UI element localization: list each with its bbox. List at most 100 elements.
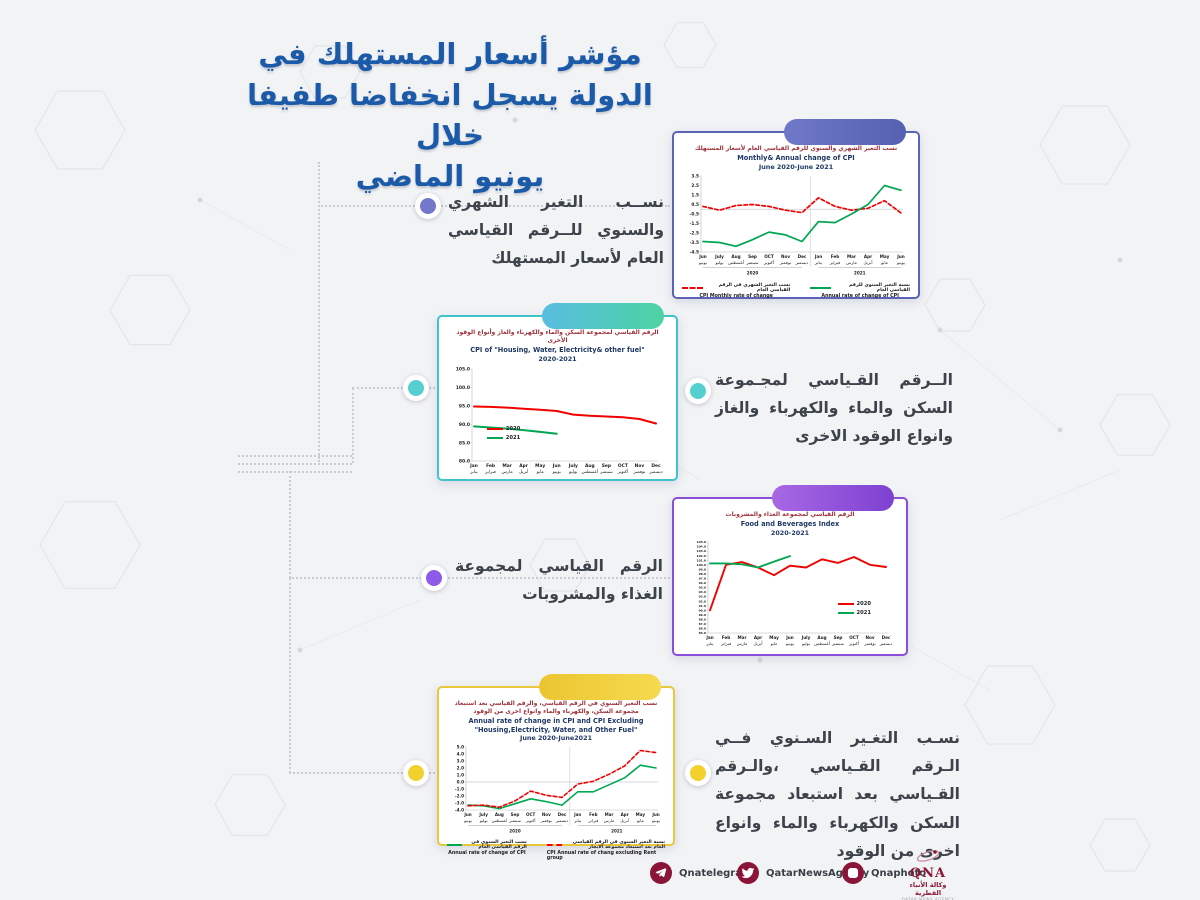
- connector-line: [318, 162, 320, 462]
- instagram-icon: [842, 862, 864, 884]
- svg-text:Jun: Jun: [651, 812, 659, 817]
- svg-text:أكتوبر: أكتوبر: [763, 259, 774, 265]
- svg-text:July: July: [714, 254, 724, 259]
- svg-text:2020: 2020: [509, 829, 521, 834]
- svg-text:-2.5: -2.5: [690, 230, 699, 236]
- svg-text:Aug: Aug: [584, 463, 594, 469]
- svg-text:ديسمبر: ديسمبر: [648, 470, 662, 475]
- svg-text:Jun: Jun: [463, 812, 471, 817]
- svg-text:أبريل: أبريل: [518, 468, 527, 475]
- chart-card-food-beverages: الرقم القياسي لمجموعة الغذاء والمشروبات …: [672, 485, 908, 656]
- svg-text:Nov: Nov: [781, 254, 790, 259]
- qna-abbr: QNA: [909, 866, 947, 881]
- section-text-monthly-annual: نســب التغير الشهري والسنوي للــرقم القي…: [448, 193, 664, 268]
- svg-text:-4.5: -4.5: [690, 249, 699, 255]
- svg-text:98.0: 98.0: [699, 572, 706, 576]
- svg-text:مايو: مايو: [636, 818, 644, 823]
- section-bullet-2-right: [685, 378, 711, 404]
- svg-text:نوفمبر: نوفمبر: [632, 470, 645, 475]
- svg-text:Dec: Dec: [882, 635, 891, 640]
- svg-text:Dec: Dec: [558, 812, 567, 817]
- svg-text:Jan: Jan: [814, 254, 822, 259]
- chart-legend: نسب التغير الشهري في الرقم القياسي العام…: [682, 283, 910, 299]
- svg-text:Mar: Mar: [847, 254, 857, 259]
- svg-text:أبريل: أبريل: [864, 259, 873, 265]
- svg-text:سبتمبر: سبتمبر: [745, 260, 759, 265]
- svg-text:2.0: 2.0: [457, 766, 465, 771]
- card-header-tab: [772, 485, 894, 511]
- svg-text:3.0: 3.0: [457, 759, 465, 764]
- food-beverages-line-chart: 105.0104.0103.0102.0101.0100.099.098.097…: [697, 540, 893, 646]
- svg-text:July: July: [567, 463, 577, 469]
- svg-text:أغسطس: أغسطس: [581, 468, 598, 475]
- card-header-tab: [539, 674, 661, 700]
- svg-text:أكتوبر: أكتوبر: [525, 818, 536, 823]
- svg-text:مارس: مارس: [604, 818, 614, 823]
- instagram-handle: Qnaphoto: [871, 867, 927, 879]
- svg-text:Sep: Sep: [748, 254, 757, 259]
- svg-text:Aug: Aug: [731, 254, 740, 259]
- svg-text:Jan: Jan: [469, 463, 478, 469]
- svg-text:أبريل: أبريل: [620, 818, 629, 823]
- svg-text:-4.0: -4.0: [455, 808, 464, 813]
- chart-card-housing-cpi: الرقم القياسي لمجموعة السكن والماء والكه…: [437, 303, 678, 481]
- chart-subtitle: June 2020-June2021: [519, 734, 593, 743]
- svg-text:May: May: [636, 812, 646, 817]
- section-bullet-2-left: [403, 375, 429, 401]
- social-telegram: Qnatelegram: [650, 862, 752, 884]
- svg-text:OCT: OCT: [849, 635, 859, 640]
- card-header-tab: [784, 119, 906, 145]
- svg-text:Mar: Mar: [605, 812, 614, 817]
- svg-text:نوفمبر: نوفمبر: [863, 641, 875, 646]
- section-bullet-4-left: [403, 760, 429, 786]
- svg-text:Apr: Apr: [519, 463, 529, 469]
- telegram-handle: Qnatelegram: [679, 867, 753, 879]
- social-twitter: QatarNewsAgency: [737, 862, 869, 884]
- svg-text:ديسمبر: ديسمبر: [555, 818, 569, 823]
- svg-text:Feb: Feb: [589, 812, 597, 817]
- svg-text:سبتمبر: سبتمبر: [508, 818, 521, 823]
- svg-text:أغسطس: أغسطس: [814, 640, 830, 646]
- svg-text:فبراير: فبراير: [587, 818, 598, 823]
- svg-text:Dec: Dec: [651, 463, 661, 469]
- svg-text:Mar: Mar: [502, 463, 512, 469]
- svg-text:May: May: [880, 254, 890, 259]
- chart-legend: نسب التغير السنوي في الرقم القياسي العام…: [447, 840, 665, 862]
- svg-text:95.0: 95.0: [458, 403, 469, 409]
- svg-text:99.0: 99.0: [699, 567, 706, 571]
- connector-line: [318, 205, 670, 207]
- connector-line: [289, 471, 291, 578]
- svg-text:يوليو: يوليو: [714, 260, 724, 265]
- svg-text:Nov: Nov: [865, 635, 874, 640]
- svg-text:ديسمبر: ديسمبر: [879, 641, 893, 646]
- svg-text:Feb: Feb: [486, 463, 495, 469]
- svg-text:مارس: مارس: [501, 470, 512, 475]
- svg-text:يناير: يناير: [573, 818, 581, 823]
- svg-text:July: July: [801, 635, 811, 640]
- chart-title-english: Monthly& Annual change of CPI: [737, 154, 855, 163]
- svg-text:Nov: Nov: [542, 812, 551, 817]
- svg-text:0.5: 0.5: [691, 202, 699, 208]
- svg-text:يونيو: يونيو: [698, 260, 708, 265]
- svg-text:يونيو: يونيو: [551, 470, 561, 475]
- svg-text:97.0: 97.0: [699, 576, 706, 580]
- svg-text:Apr: Apr: [864, 254, 873, 259]
- svg-text:80.0: 80.0: [458, 458, 469, 464]
- svg-text:أكتوبر: أكتوبر: [848, 640, 859, 646]
- svg-text:89.0: 89.0: [699, 613, 706, 617]
- svg-text:94.0: 94.0: [699, 590, 706, 594]
- svg-text:ديسمبر: ديسمبر: [795, 260, 809, 265]
- svg-text:Aug: Aug: [495, 812, 504, 817]
- svg-text:104.0: 104.0: [697, 544, 707, 548]
- page-title-line-3: يونيو الماضي: [355, 158, 545, 193]
- connector-line: [289, 577, 670, 579]
- connector-line: [289, 578, 291, 773]
- svg-text:Jun: Jun: [551, 463, 560, 469]
- annual-change-excl-housing-line-chart: 5.04.03.02.01.00.0-1.0-2.0-3.0-4.0Junيون…: [455, 745, 660, 834]
- chart-subtitle: June 2020-June 2021: [758, 162, 834, 171]
- section-text-housing-cpi: الــرقم القـياسي لمجـموعة السكن والماء و…: [715, 371, 953, 446]
- svg-text:2021: 2021: [611, 829, 623, 834]
- connector-line: [352, 388, 354, 463]
- svg-text:يناير: يناير: [814, 260, 823, 265]
- qna-orbit-icon: [916, 850, 940, 862]
